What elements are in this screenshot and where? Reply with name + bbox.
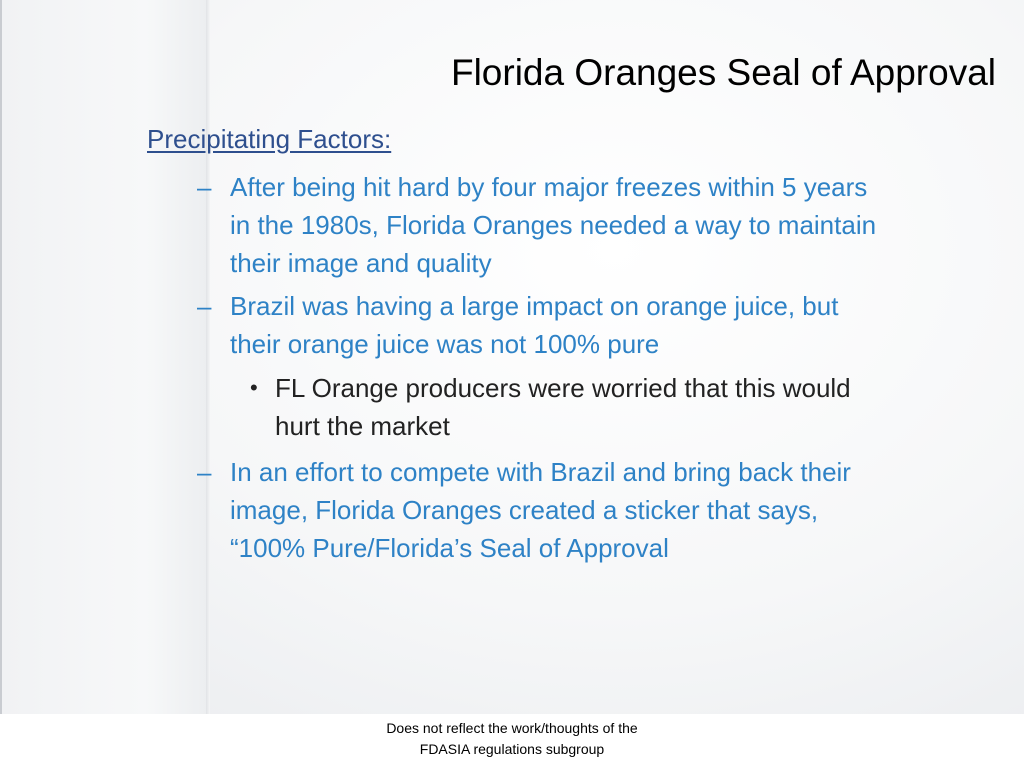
bullet-item-1-line-3: their image and quality bbox=[230, 248, 492, 278]
bullet-item-2-line-2: their orange juice was not 100% pure bbox=[230, 329, 660, 359]
section-heading: Precipitating Factors: bbox=[147, 124, 392, 154]
sub-bullet-line-1: FL Orange producers were worried that th… bbox=[275, 373, 851, 403]
bullet-item-1-line-2: in the 1980s, Florida Oranges needed a w… bbox=[230, 210, 877, 240]
slide-title: Florida Oranges Seal of Approval bbox=[450, 52, 996, 93]
slide: Florida Oranges Seal of Approval Precipi… bbox=[0, 0, 1024, 714]
disclaimer-line-1: Does not reflect the work/thoughts of th… bbox=[386, 720, 638, 736]
bullet-item-2: Brazil was having a large impact on oran… bbox=[230, 287, 838, 363]
disclaimer-line-2: FDASIA regulations subgroup bbox=[419, 741, 605, 757]
bullet-item-3: In an effort to compete with Brazil and … bbox=[230, 453, 851, 567]
sub-bullet-marker: • bbox=[250, 375, 258, 400]
slide-left-band bbox=[0, 0, 208, 714]
sub-bullet-item: FL Orange producers were worried that th… bbox=[275, 369, 851, 445]
bullet-item-2-line-1: Brazil was having a large impact on oran… bbox=[230, 291, 839, 321]
disclaimer-footer: Does not reflect the work/thoughts of th… bbox=[312, 718, 712, 760]
dash-marker-1: – bbox=[197, 172, 212, 202]
sub-bullet-line-2: hurt the market bbox=[275, 411, 450, 441]
bullet-item-1-line-1: After being hit hard by four major freez… bbox=[230, 172, 868, 202]
dash-marker-3: – bbox=[197, 457, 212, 487]
dash-marker-2: – bbox=[197, 291, 212, 321]
bullet-item-3-line-3: “100% Pure/Florida’s Seal of Approval bbox=[230, 533, 669, 563]
bullet-item-3-line-1: In an effort to compete with Brazil and … bbox=[230, 457, 851, 487]
bullet-item-3-line-2: image, Florida Oranges created a sticker… bbox=[230, 495, 819, 525]
slide-band-edge bbox=[206, 0, 210, 714]
bullet-item-1: After being hit hard by four major freez… bbox=[230, 168, 876, 282]
